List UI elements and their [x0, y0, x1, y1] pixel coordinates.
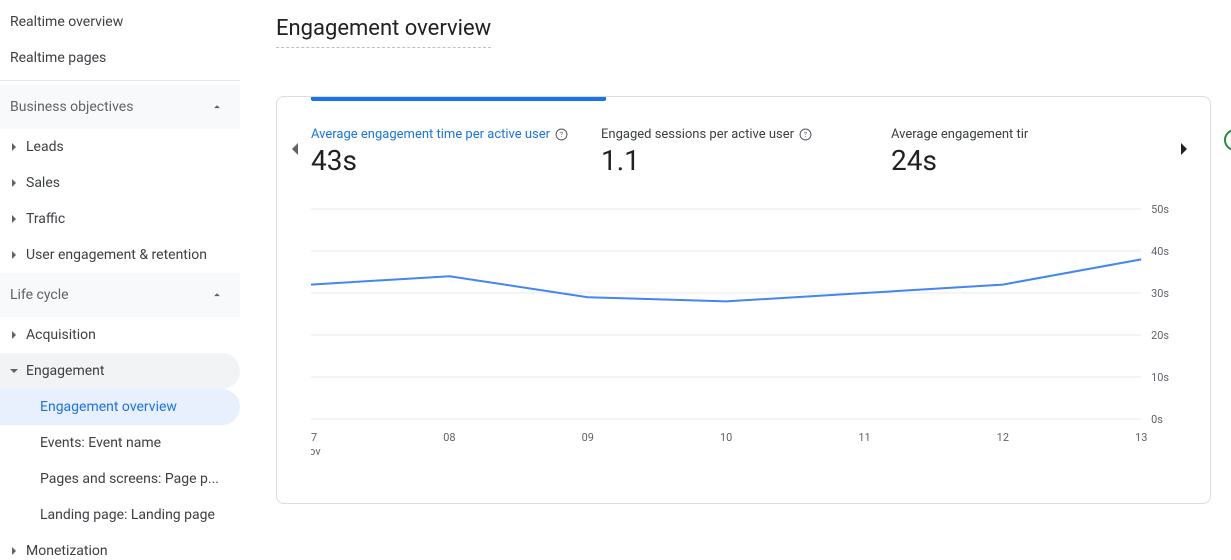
svg-text:50s: 50s	[1151, 203, 1169, 216]
svg-text:40s: 40s	[1151, 245, 1169, 258]
svg-text:09: 09	[582, 431, 594, 444]
check-badge-icon[interactable]	[1224, 129, 1231, 151]
nav-realtime-overview[interactable]: Realtime overview	[0, 4, 240, 40]
nav-engagement-overview[interactable]: Engagement overview	[0, 389, 240, 425]
triangle-down-icon	[8, 367, 20, 375]
engagement-card: Average engagement time per active user …	[276, 96, 1211, 504]
metric-tab-avg-engagement-time[interactable]: Average engagement time per active user …	[311, 109, 571, 177]
scroll-right-button[interactable]	[1172, 137, 1196, 161]
section-lifecycle[interactable]: Life cycle	[0, 273, 240, 317]
svg-text:11: 11	[858, 431, 870, 444]
svg-text:20s: 20s	[1151, 329, 1169, 342]
active-tab-indicator	[311, 97, 606, 101]
scroll-left-button[interactable]	[283, 137, 307, 161]
nav-leads[interactable]: Leads	[0, 129, 240, 165]
metric-label: Average engagement time per active user	[311, 127, 571, 142]
main-content: Engagement overview Average engagement t…	[240, 0, 1231, 560]
help-icon[interactable]	[798, 128, 812, 142]
metric-value: 43s	[311, 144, 571, 177]
svg-text:Nov: Nov	[311, 445, 321, 458]
triangle-right-icon	[8, 143, 20, 151]
nav-pages-screens[interactable]: Pages and screens: Page p...	[0, 461, 240, 497]
page-title: Engagement overview	[276, 16, 491, 48]
metric-label: Engaged sessions per active user	[601, 127, 861, 142]
chevron-up-icon	[208, 98, 226, 116]
svg-text:10: 10	[720, 431, 732, 444]
metric-tab-avg-engagement-time-2[interactable]: Average engagement tir 24s	[891, 109, 1091, 177]
metric-value: 1.1	[601, 144, 861, 177]
svg-text:13: 13	[1135, 431, 1147, 444]
help-icon[interactable]	[554, 128, 568, 142]
svg-text:12: 12	[997, 431, 1009, 444]
nav-landing-page[interactable]: Landing page: Landing page	[0, 497, 240, 533]
nav-acquisition[interactable]: Acquisition	[0, 317, 240, 353]
svg-text:0s: 0s	[1151, 413, 1163, 426]
section-business-objectives[interactable]: Business objectives	[0, 85, 240, 129]
sidebar: Realtime overview Realtime pages Busines…	[0, 0, 240, 560]
svg-text:08: 08	[443, 431, 455, 444]
metric-tabs: Average engagement time per active user …	[277, 109, 1210, 189]
metric-value: 24s	[891, 144, 1091, 177]
triangle-right-icon	[8, 251, 20, 259]
nav-sales[interactable]: Sales	[0, 165, 240, 201]
triangle-right-icon	[8, 331, 20, 339]
svg-text:10s: 10s	[1151, 371, 1169, 384]
nav-traffic[interactable]: Traffic	[0, 201, 240, 237]
chevron-up-icon	[208, 286, 226, 304]
nav-realtime-pages[interactable]: Realtime pages	[0, 40, 240, 76]
nav-user-engagement-retention[interactable]: User engagement & retention	[0, 237, 240, 273]
metric-tab-engaged-sessions[interactable]: Engaged sessions per active user 1.1	[601, 109, 861, 177]
metric-label: Average engagement tir	[891, 127, 1091, 142]
nav-monetization[interactable]: Monetization	[0, 533, 240, 560]
nav-events[interactable]: Events: Event name	[0, 425, 240, 461]
triangle-right-icon	[8, 547, 20, 555]
svg-text:30s: 30s	[1151, 287, 1169, 300]
svg-text:07: 07	[311, 431, 317, 444]
triangle-right-icon	[8, 215, 20, 223]
nav-engagement[interactable]: Engagement	[0, 353, 240, 389]
engagement-chart: 0s 10s 20s 30s 40s 50s 07 08 09 10 11 12 13 Nov	[311, 199, 1176, 479]
triangle-right-icon	[8, 179, 20, 187]
divider	[0, 80, 240, 81]
